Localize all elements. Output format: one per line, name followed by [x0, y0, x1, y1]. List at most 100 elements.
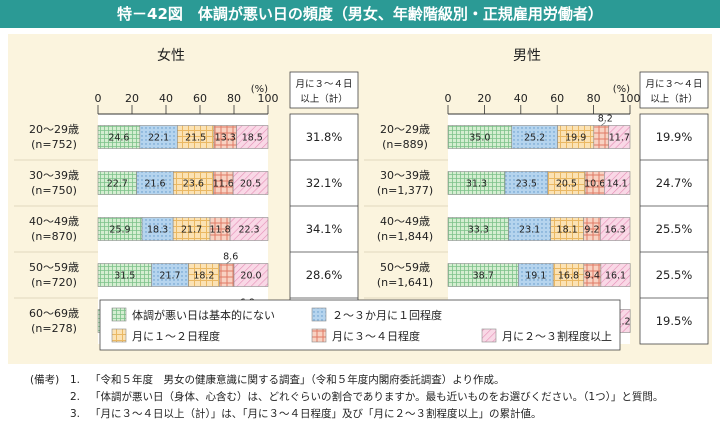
data-label: 11.6: [213, 179, 234, 190]
summary-value: 19.9%: [656, 130, 693, 144]
x-tick-label: 60: [193, 92, 207, 105]
summary-header-line2: 以上（計）: [650, 93, 698, 105]
data-label: 11.8: [209, 225, 230, 236]
summary-value: 32.1%: [306, 176, 343, 190]
data-label: 20.5: [556, 179, 577, 190]
category-label: 40～49歳: [380, 215, 430, 228]
data-label: 18.2: [193, 271, 214, 282]
category-n-label: (n=752): [31, 138, 77, 151]
figure-title: 特－42図 体調が悪い日の頻度（男女、年齢階級別・正規雇用労働者）: [0, 0, 720, 28]
x-tick-label: 40: [159, 92, 173, 105]
chart-title: 男性: [513, 48, 541, 64]
summary-value: 28.6%: [306, 268, 343, 282]
data-label: 16.1: [605, 271, 626, 282]
bar-segment: [219, 263, 235, 287]
note-number: 2.: [70, 391, 81, 403]
category-n-label: (n=1,641): [377, 276, 433, 289]
bar-segment: [600, 217, 631, 241]
legend-label: 月に３～４日程度: [332, 329, 420, 343]
bar-segment: [229, 217, 269, 241]
note-row: 2. 「体調が悪い日（身体、心含む）は、どれぐらいの割合でありますか。最も近いも…: [30, 389, 710, 406]
data-label: 18.3: [147, 225, 168, 236]
category-n-label: (n=889): [382, 138, 428, 151]
data-label: 33.3: [468, 225, 489, 236]
data-label: 16.8: [558, 271, 579, 282]
summary-header-box: [289, 71, 359, 109]
data-label: 21.7: [181, 225, 202, 236]
x-tick-label: 80: [227, 92, 241, 105]
data-label: 22.7: [107, 179, 128, 190]
data-label: 10.6: [584, 179, 605, 190]
summary-value: 31.8%: [306, 130, 343, 144]
data-label: 21.5: [185, 133, 206, 144]
data-label: 9.2: [584, 225, 599, 236]
category-label: 20～29歳: [380, 123, 430, 136]
data-label: 22.1: [148, 133, 169, 144]
x-tick-label: 40: [514, 92, 528, 105]
note-row: (備考) 1. 「令和５年度 男女の健康意識に関する調査」（令和５年度内閣府委託…: [30, 372, 710, 389]
summary-column: [639, 113, 709, 345]
bar-segment: [236, 125, 269, 149]
x-tick-label: 100: [258, 92, 279, 105]
data-label: 19.9: [565, 133, 586, 144]
summary-value: 24.7%: [656, 176, 693, 190]
summary-header-line1: 月に３～４日: [645, 79, 702, 90]
summary-value: 25.5%: [656, 222, 693, 236]
bar-segment: [232, 171, 269, 195]
data-label: 31.3: [466, 179, 487, 190]
legend-swatch: [111, 307, 127, 322]
summary-header-box: [639, 71, 709, 109]
category-n-label: (n=1,844): [377, 230, 433, 243]
x-tick-label: 0: [445, 92, 452, 105]
notes: (備考) 1. 「令和５年度 男女の健康意識に関する調査」（令和５年度内閣府委託…: [30, 372, 710, 423]
data-label: 11.7: [609, 133, 630, 144]
data-label: 21.6: [144, 179, 165, 190]
x-tick-label: 80: [587, 92, 601, 105]
note-text: 「月に３～４日以上（計）」は、「月に３～４日程度」及び「月に２～３割程度以上」の…: [90, 408, 542, 420]
legend-label: 月に２～３割程度以上: [502, 329, 612, 343]
data-label: 23.6: [183, 179, 204, 190]
notes-label: (備考): [30, 374, 60, 386]
summary-value: 34.1%: [306, 222, 343, 236]
data-label-leader: [226, 260, 231, 264]
data-label-leader: [601, 122, 606, 126]
legend-swatch: [111, 328, 127, 343]
data-label: 18.5: [242, 133, 263, 144]
legend-label: 体調が悪い日は基本的にない: [132, 308, 275, 322]
summary-header-line2: 以上（計）: [300, 93, 348, 105]
data-label: 16.3: [605, 225, 626, 236]
note-number: 1.: [70, 374, 81, 386]
data-label: 24.6: [108, 133, 129, 144]
x-tick-label: 0: [95, 92, 102, 105]
data-label: 19.1: [525, 271, 546, 282]
data-label: 13.3: [215, 133, 236, 144]
bar-segment: [600, 263, 631, 287]
legend-swatch: [311, 328, 327, 343]
data-label: 25.2: [524, 133, 545, 144]
data-label: 20.5: [240, 179, 261, 190]
summary-value: 25.5%: [656, 268, 693, 282]
bar-segment: [233, 263, 269, 287]
x-tick-label: 20: [125, 92, 139, 105]
legend-label: 月に１～２日程度: [132, 329, 220, 343]
x-tick-label: 20: [477, 92, 491, 105]
category-label: 30～39歳: [29, 169, 79, 182]
data-label: 18.1: [557, 225, 578, 236]
category-label: 60～69歳: [29, 307, 79, 320]
category-n-label: (n=278): [31, 322, 77, 335]
bar-segment: [593, 125, 610, 149]
data-label: 25.9: [109, 225, 130, 236]
data-label: 21.7: [159, 271, 180, 282]
data-label: 8.6: [223, 252, 238, 263]
data-label: 20.0: [240, 271, 261, 282]
data-label: 9.4: [585, 271, 600, 282]
legend-swatch: [311, 307, 327, 322]
category-n-label: (n=750): [31, 184, 77, 197]
data-label: 35.0: [469, 133, 490, 144]
category-label: 40～49歳: [29, 215, 79, 228]
category-n-label: (n=1,377): [377, 184, 433, 197]
note-text: 「令和５年度 男女の健康意識に関する調査」（令和５年度内閣府委託調査）より作成。: [90, 374, 505, 386]
summary-value: 19.5%: [656, 314, 693, 328]
data-label: 23.5: [516, 179, 537, 190]
